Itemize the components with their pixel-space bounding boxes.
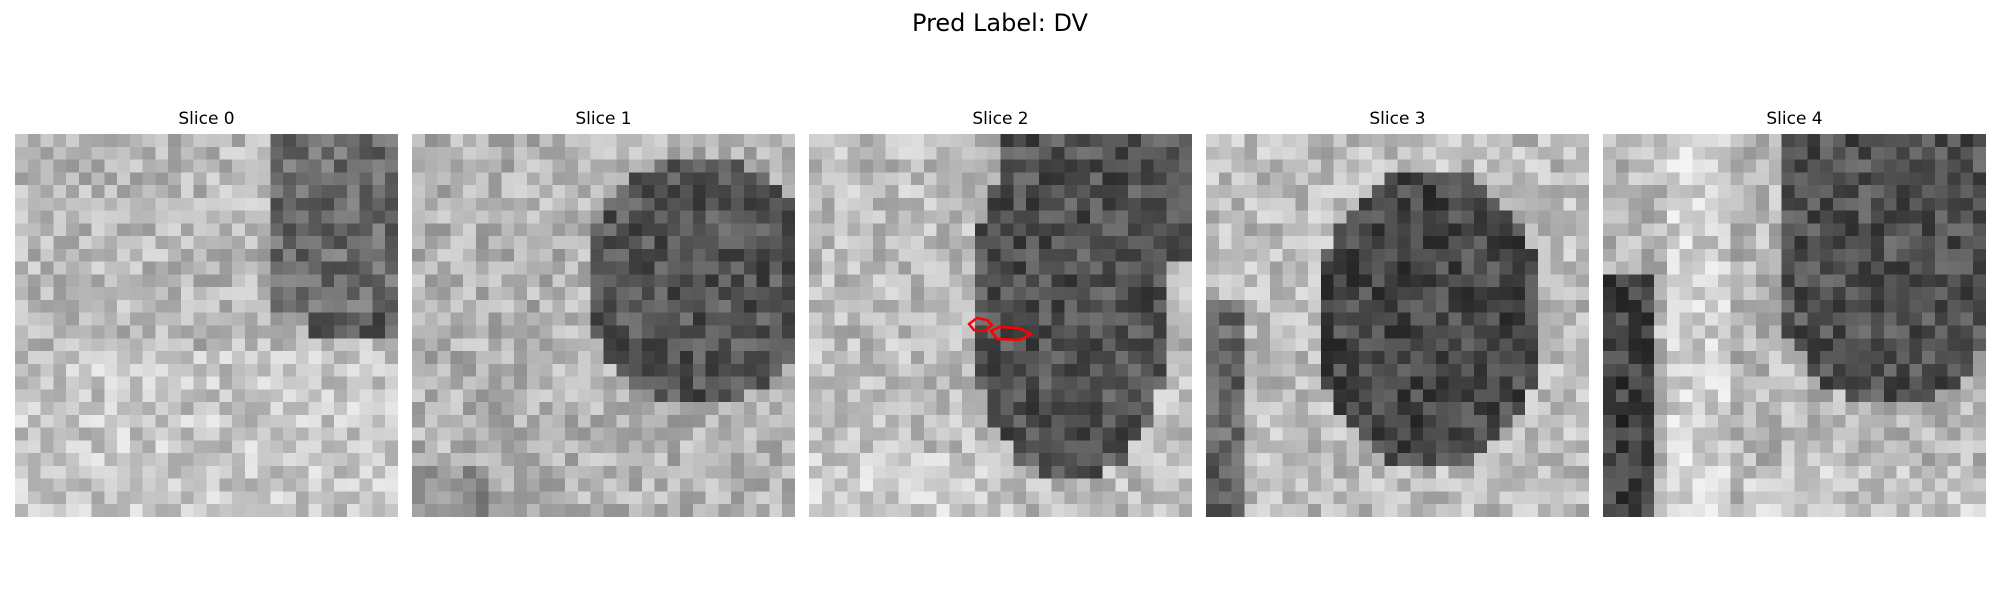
slice-4-panel <box>1603 134 1986 517</box>
figure-title: Pred Label: DV <box>912 9 1088 37</box>
slice-4-title: Slice 4 <box>1766 109 1823 129</box>
slice-3-title: Slice 3 <box>1369 109 1426 129</box>
slice-3-panel <box>1206 134 1589 517</box>
slice-4-image <box>1603 134 1986 517</box>
slice-3-image <box>1206 134 1589 517</box>
segmentation-contour-small <box>967 316 994 333</box>
segmentation-contour-large <box>989 325 1034 342</box>
slice-1-title: Slice 1 <box>575 109 632 129</box>
slice-0-panel <box>15 134 398 517</box>
slice-2-panel <box>809 134 1192 517</box>
slice-2-image <box>809 134 1192 517</box>
slice-0-image <box>15 134 398 517</box>
slice-2-title: Slice 2 <box>972 109 1029 129</box>
slice-1-image <box>412 134 795 517</box>
slice-0-title: Slice 0 <box>178 109 235 129</box>
slice-2-contour-overlay <box>967 316 1034 342</box>
slice-1-panel <box>412 134 795 517</box>
